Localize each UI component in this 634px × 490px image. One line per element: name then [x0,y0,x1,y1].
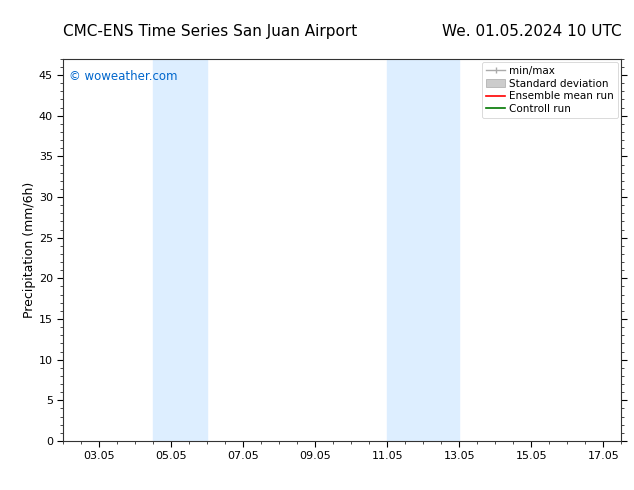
Text: © woweather.com: © woweather.com [69,70,178,83]
Text: We. 01.05.2024 10 UTC: We. 01.05.2024 10 UTC [442,24,621,39]
Text: CMC-ENS Time Series San Juan Airport: CMC-ENS Time Series San Juan Airport [63,24,358,39]
Bar [153,59,207,441]
Legend: min/max, Standard deviation, Ensemble mean run, Controll run: min/max, Standard deviation, Ensemble me… [482,62,618,118]
Y-axis label: Precipitation (mm/6h): Precipitation (mm/6h) [23,182,36,318]
Bar [387,59,460,441]
